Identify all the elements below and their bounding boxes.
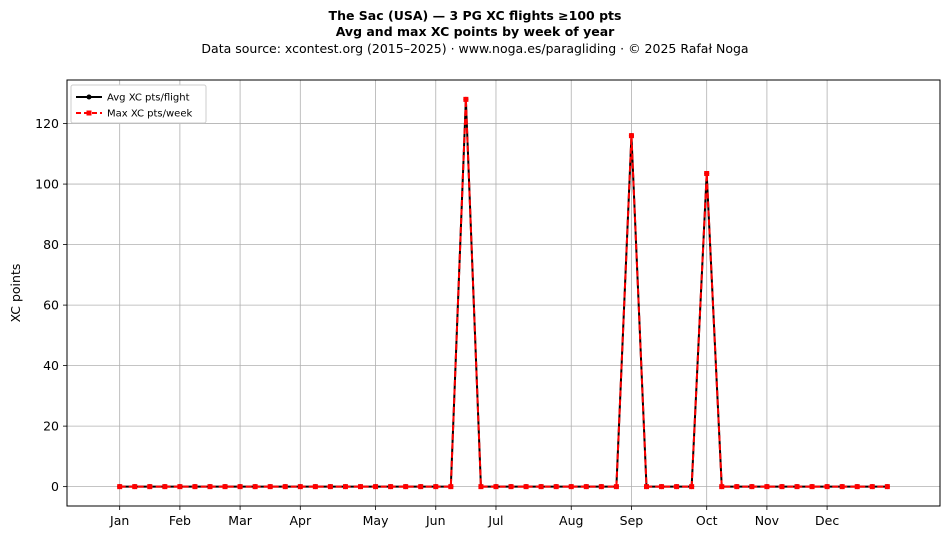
data-point-max: [538, 484, 544, 490]
data-point-max: [734, 484, 740, 490]
data-point-max: [869, 484, 875, 490]
legend-marker-max: [86, 110, 92, 116]
y-tick-label: 120: [35, 116, 59, 131]
x-tick-label: Mar: [228, 513, 252, 528]
series-line-0: [119, 98, 888, 488]
data-point-max: [719, 484, 725, 490]
x-tick-label: Feb: [169, 513, 191, 528]
data-point-max: [117, 484, 123, 490]
legend-box: [70, 84, 207, 124]
legend-label-max: Max XC pts/week: [107, 109, 192, 120]
data-point-max: [839, 484, 845, 490]
x-tick-label: Jan: [109, 513, 129, 528]
legend-marker-avg: [86, 94, 92, 100]
data-point-max: [222, 484, 228, 490]
data-point-max: [177, 484, 183, 490]
data-point-max: [237, 484, 243, 490]
data-point-max: [493, 484, 499, 490]
x-tick-label: Oct: [696, 513, 718, 528]
data-point-max: [794, 484, 800, 490]
data-point-max: [358, 484, 364, 490]
y-tick-label: 40: [43, 358, 59, 373]
data-point-max: [689, 484, 695, 490]
data-point-max: [373, 484, 379, 490]
chart-title: The Sac (USA) — 3 PG XC flights ≥100 pts: [328, 8, 622, 23]
data-point-max: [659, 484, 665, 490]
data-point-max: [147, 484, 153, 490]
y-tick-label: 60: [43, 298, 59, 313]
data-point-max: [628, 133, 634, 139]
x-tick-label: Jul: [487, 513, 503, 528]
y-axis-label: XC points: [8, 264, 23, 323]
data-point-max: [418, 484, 424, 490]
data-point-max: [433, 484, 439, 490]
data-point-max: [598, 484, 604, 490]
data-point-max: [327, 484, 333, 490]
x-tick-label: Dec: [815, 513, 839, 528]
data-point-max: [282, 484, 288, 490]
data-point-max: [252, 484, 258, 490]
data-point-max: [267, 484, 273, 490]
x-tick-label: Sep: [620, 513, 644, 528]
x-tick-label: Jun: [425, 513, 446, 528]
data-point-max: [704, 170, 710, 176]
data-point-max: [854, 484, 860, 490]
data-point-max: [207, 484, 213, 490]
data-point-max: [749, 484, 755, 490]
data-point-max: [448, 484, 454, 490]
y-tick-label: 0: [51, 479, 59, 494]
chart-subtitle: Avg and max XC points by week of year: [335, 24, 615, 39]
data-point-max: [523, 484, 529, 490]
plot-frame: [66, 79, 941, 507]
data-point-max: [132, 484, 138, 490]
data-point-max: [297, 484, 303, 490]
data-point-max: [162, 484, 168, 490]
legend: Avg XC pts/flight Max XC pts/week: [70, 84, 207, 124]
y-axis: 0 20 40 60 80 100 120: [35, 116, 67, 494]
legend-label-avg: Avg XC pts/flight: [107, 93, 190, 104]
data-source: Data source: xcontest.org (2015–2025) · …: [201, 41, 749, 56]
data-point-max: [342, 484, 348, 490]
y-tick-label: 20: [43, 419, 59, 434]
data-point-max: [824, 484, 830, 490]
data-point-max: [478, 484, 484, 490]
data-point-max: [779, 484, 785, 490]
chart-titles: The Sac (USA) — 3 PG XC flights ≥100 pts…: [0, 8, 950, 57]
data-point-max: [809, 484, 815, 490]
data-point-max: [508, 484, 514, 490]
data-point-max: [463, 96, 469, 102]
grid-lines: [67, 80, 940, 506]
data-point-max: [674, 484, 680, 490]
data-point-max: [553, 484, 559, 490]
data-point-max: [613, 484, 619, 490]
series-layer: [117, 96, 890, 490]
y-tick-label: 80: [43, 237, 59, 252]
y-tick-label: 100: [35, 177, 59, 192]
data-point-max: [312, 484, 318, 490]
x-tick-label: Apr: [289, 513, 311, 528]
x-tick-label: May: [363, 513, 389, 528]
data-point-max: [192, 484, 198, 490]
data-point-max: [568, 484, 574, 490]
x-tick-label: Aug: [559, 513, 583, 528]
data-point-max: [583, 484, 589, 490]
x-tick-label: Nov: [755, 513, 780, 528]
series-line-1: [119, 98, 888, 488]
data-point-max: [643, 484, 649, 490]
data-point-max: [884, 484, 890, 490]
x-axis: Jan Feb Mar Apr May Jun Jul Aug Sep Oct Nov Dec: [109, 506, 839, 528]
data-point-max: [764, 484, 770, 490]
data-point-max: [388, 484, 394, 490]
data-point-max: [403, 484, 409, 490]
